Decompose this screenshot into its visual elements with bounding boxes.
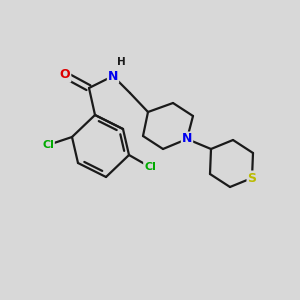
- Text: H: H: [117, 57, 125, 67]
- Text: N: N: [182, 133, 192, 146]
- Text: S: S: [248, 172, 256, 184]
- Text: N: N: [108, 70, 118, 83]
- Text: O: O: [60, 68, 70, 82]
- Text: Cl: Cl: [144, 162, 156, 172]
- Text: Cl: Cl: [42, 140, 54, 150]
